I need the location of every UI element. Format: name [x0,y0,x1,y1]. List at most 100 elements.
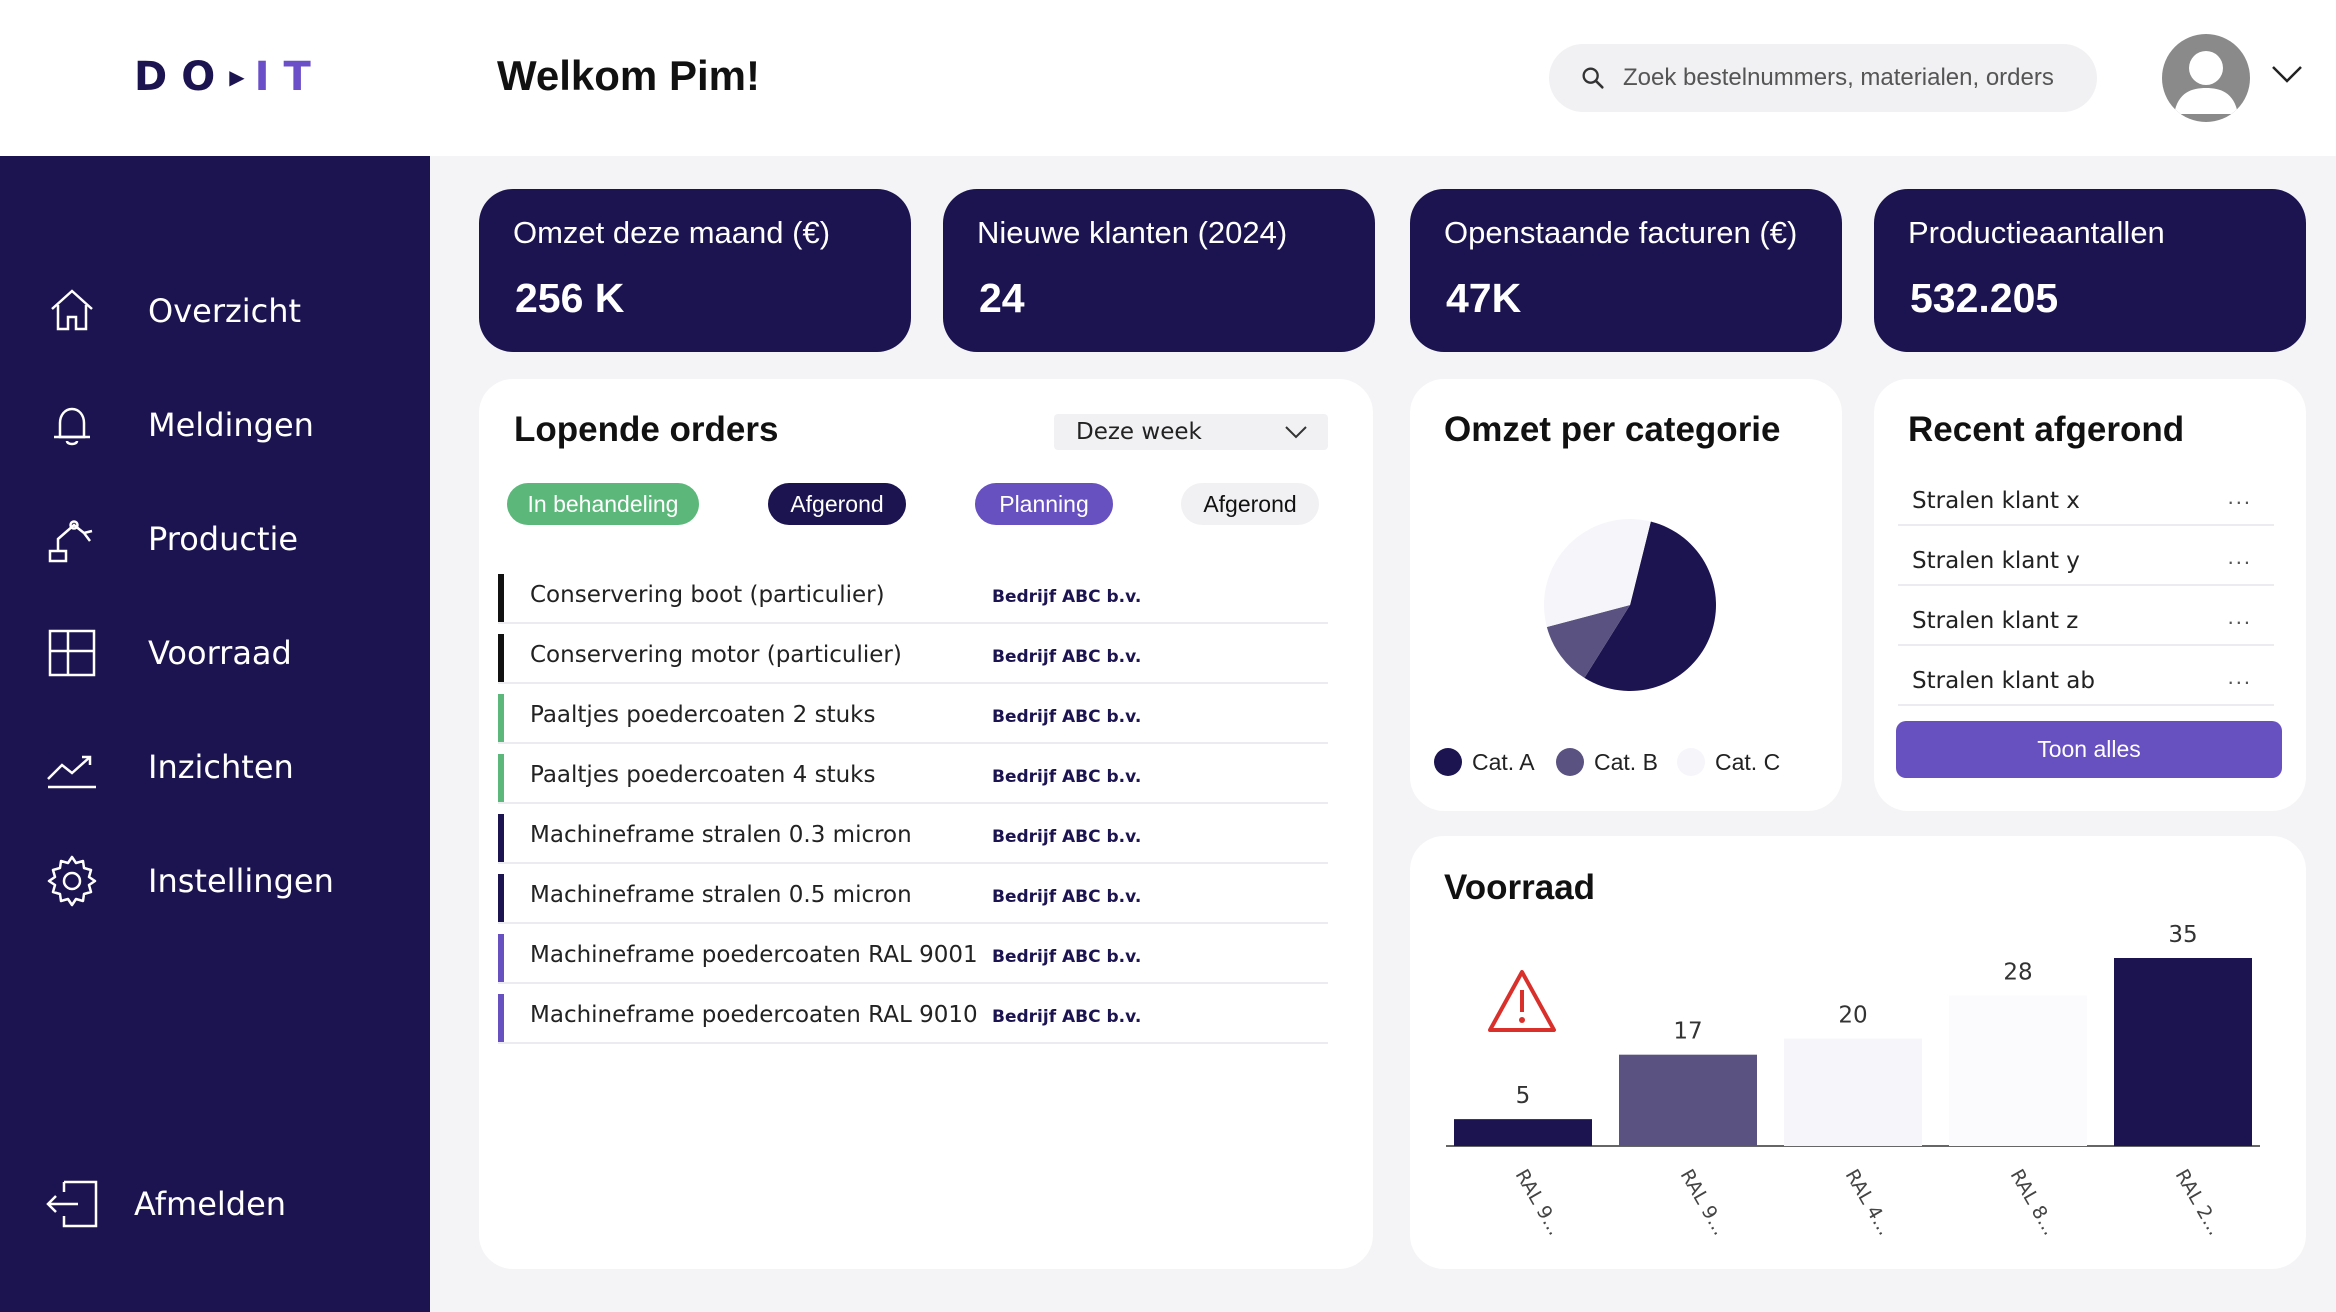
legend-dot [1556,748,1584,776]
bar-value-label: 20 [1838,1003,1867,1029]
chevron-down-icon[interactable] [2270,62,2304,86]
filter-chip-in-behandeling[interactable]: In behandeling [507,483,699,525]
stock-bar-chart: 5 RAL 9... 17 RAL 9... 20 RAL 4... 28 RAL 8... 3… [1446,922,2260,1240]
kpi-value: 256 K [515,275,625,321]
show-all-button[interactable]: Toon alles [1896,721,2282,778]
bar-value-label: 35 [2168,922,2197,948]
kpi-card-omzet[interactable]: Omzet deze maand (€) 256 K [479,189,911,352]
legend-label: Cat. A [1472,748,1535,775]
order-row[interactable]: Machineframe stralen 0.5 micron Bedrijf A… [498,864,1328,924]
order-client: Bedrijf ABC b.v. [992,1007,1142,1027]
orders-title: Lopende orders [514,410,779,449]
pie-slice-catb[interactable] [1546,605,1630,678]
kpi-value: 532.205 [1910,275,2059,321]
filter-chip-planning[interactable]: Planning [975,483,1113,525]
order-client: Bedrijf ABC b.v. [992,587,1142,607]
order-name: Machineframe stralen 0.3 micron [530,822,912,848]
page-title: Welkom Pim! [497,52,760,99]
more-icon[interactable]: ... [2227,544,2252,569]
status-bar [498,754,504,802]
kpi-title: Productieaantallen [1908,215,2165,250]
bar-3[interactable] [1949,995,2087,1146]
top-bar: DO ▶ IT Welkom Pim! [0,0,2336,156]
more-icon[interactable]: ... [2227,484,2252,509]
order-name: Paaltjes poedercoaten 4 stuks [530,762,876,788]
search-input[interactable] [1623,64,2083,92]
period-select[interactable]: Deze week [1054,414,1328,450]
period-select-value: Deze week [1076,419,1202,445]
more-icon[interactable]: ... [2227,604,2252,629]
logo-it: IT [254,54,325,100]
recent-item[interactable]: Stralen klant x ... [1898,466,2274,526]
status-bar [498,934,504,982]
order-row[interactable]: Machineframe stralen 0.3 micron Bedrijf A… [498,804,1328,864]
pie-slice-catc[interactable] [1544,519,1651,627]
x-tick-label: RAL 2... [2171,1166,2226,1240]
kpi-card-klanten[interactable]: Nieuwe klanten (2024) 24 [943,189,1375,352]
sidebar-item-productie[interactable]: Productie [0,499,430,579]
order-row[interactable]: Conservering motor (particulier) Bedrijf … [498,624,1328,684]
filter-chip-afgerond[interactable]: Afgerond [768,483,906,525]
kpi-card-facturen[interactable]: Openstaande facturen (€) 47K [1410,189,1842,352]
x-tick-label: RAL 9... [1676,1166,1731,1240]
sidebar-item-label: Overzicht [148,292,302,330]
filter-chip-afgerond-2[interactable]: Afgerond [1181,483,1319,525]
x-tick-label: RAL 4... [1841,1166,1896,1240]
search-bar[interactable] [1549,44,2097,112]
order-row[interactable]: Conservering boot (particulier) Bedrijf A… [498,564,1328,624]
play-icon: ▶ [229,65,245,89]
trend-icon [47,755,96,789]
bar-value-label: 17 [1673,1019,1702,1045]
robot-arm-icon [48,520,93,563]
bar-1[interactable] [1619,1054,1757,1146]
sidebar-item-label: Instellingen [148,862,334,900]
logout-icon [46,1180,98,1228]
sidebar-item-overzicht[interactable]: Overzicht [0,271,430,351]
logo[interactable]: DO ▶ IT [134,54,325,100]
kpi-title: Openstaande facturen (€) [1444,215,1798,250]
order-name: Conservering boot (particulier) [530,582,885,608]
recent-item-label: Stralen klant ab [1912,668,2096,694]
more-icon[interactable]: ... [2227,664,2252,689]
bar-0[interactable] [1454,1119,1592,1146]
order-row[interactable]: Machineframe poedercoaten RAL 9010 Bedrij… [498,984,1328,1044]
recent-item[interactable]: Stralen klant z ... [1898,586,2274,646]
legend-label: Cat. B [1594,748,1658,775]
bar-4[interactable] [2114,958,2252,1146]
status-bar [498,814,504,862]
logout-button[interactable]: Afmelden [0,1164,430,1244]
stock-title: Voorraad [1444,868,1596,907]
logout-label: Afmelden [134,1185,287,1223]
order-name: Machineframe stralen 0.5 micron [530,882,912,908]
order-name: Conservering motor (particulier) [530,642,902,668]
grid-icon [48,629,96,677]
search-icon [1582,67,1604,89]
recent-item[interactable]: Stralen klant y ... [1898,526,2274,586]
status-bar [498,874,504,922]
legend-dot [1434,748,1462,776]
x-tick-label: RAL 9... [1511,1166,1566,1240]
warning-icon [1488,970,1556,1032]
legend-item-cat-c: Cat. C [1677,748,1780,776]
bar-value-label: 5 [1516,1083,1531,1109]
kpi-value: 47K [1446,275,1522,321]
bell-icon [54,407,90,446]
order-client: Bedrijf ABC b.v. [992,887,1142,907]
avatar[interactable] [2162,34,2250,122]
sidebar-item-instellingen[interactable]: Instellingen [0,841,430,921]
sidebar-item-meldingen[interactable]: Meldingen [0,385,430,465]
chevron-down-icon [1285,426,1307,439]
sidebar-item-voorraad[interactable]: Voorraad [0,613,430,693]
order-row[interactable]: Machineframe poedercoaten RAL 9001 Bedrij… [498,924,1328,984]
pie-slice-cata[interactable] [1584,521,1716,691]
order-client: Bedrijf ABC b.v. [992,767,1142,787]
order-row[interactable]: Paaltjes poedercoaten 4 stuks Bedrijf ABC… [498,744,1328,804]
recent-item[interactable]: Stralen klant ab ... [1898,646,2274,706]
legend-label: Cat. C [1715,748,1781,775]
kpi-card-productie[interactable]: Productieaantallen 532.205 [1874,189,2306,352]
orders-card [479,379,1373,1269]
order-row[interactable]: Paaltjes poedercoaten 2 stuks Bedrijf ABC… [498,684,1328,744]
bar-2[interactable] [1784,1038,1922,1146]
sidebar-item-inzichten[interactable]: Inzichten [0,727,430,807]
category-pie-chart [1544,519,1716,691]
